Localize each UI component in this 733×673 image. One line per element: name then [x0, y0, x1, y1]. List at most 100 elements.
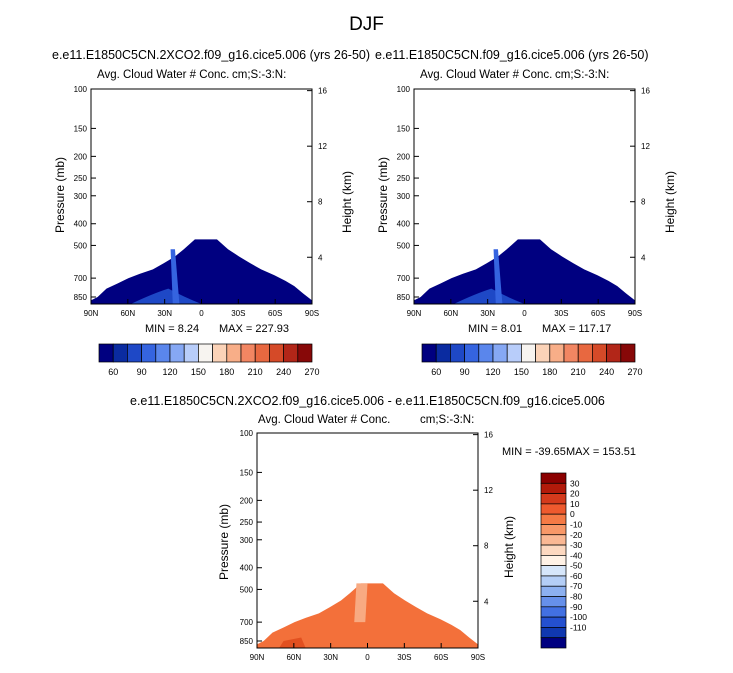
- panel3-colorbar-swatch: [540, 616, 567, 628]
- panel1-colorbar-swatch: [254, 343, 270, 363]
- panel1-field-streak: [170, 249, 180, 304]
- panel1-y2tick-label: 16: [318, 87, 327, 96]
- panel2-units-label: cm;S:-3:N:: [555, 69, 610, 81]
- panel2-field-lowcloud: [453, 288, 525, 304]
- panel3-colorbar-swatch: [540, 524, 567, 536]
- panel1-colorbar-swatch: [112, 343, 128, 363]
- panel1-field-lowcloud: [130, 288, 202, 304]
- panel3-xtick-label: 60N: [286, 653, 301, 662]
- panel1-ytick-label: 300: [74, 192, 88, 201]
- panel1-y2tick-label: 4: [318, 253, 323, 262]
- panel1-field: [91, 239, 312, 304]
- panel3-colorbar-swatch: [540, 493, 567, 505]
- panel1-xtick-label: 90N: [84, 309, 99, 318]
- panel3-colorbar-swatch: [540, 637, 567, 649]
- panel3-colorbar-swatch: [540, 565, 567, 577]
- panel1-case-title: e.e11.E1850C5CN.2XCO2.f09_g16.cice5.006 …: [52, 48, 371, 62]
- panel1-min: MIN = 8.24: [145, 323, 200, 335]
- panel2-y2tick-label: 4: [641, 253, 646, 262]
- panel1-ytick-label: 100: [74, 85, 88, 94]
- panel2-colorbar-swatch: [606, 343, 622, 363]
- panel2-ytick-label: 100: [397, 85, 411, 94]
- panel3-colorbar-label: -80: [570, 592, 583, 602]
- panel3-colorbar-swatch: [540, 555, 567, 566]
- panel2-ytick-label: 150: [397, 124, 411, 133]
- panel1-colorbar-swatch: [198, 343, 213, 363]
- panel2-ytick-label: 700: [397, 274, 411, 283]
- panel3-variable-label: Avg. Cloud Water # Conc.: [258, 414, 391, 426]
- panel1-colorbar-label: 210: [248, 367, 263, 377]
- panel2-xtick-label: 30N: [480, 309, 495, 318]
- panel1-ytick-label: 700: [74, 274, 88, 283]
- panel2-plot: 100 150 200 250 300 400 500 700 850 16 12 8 4 90N 60N 3…: [397, 85, 651, 318]
- panel3-colorbar-label: -30: [570, 540, 583, 550]
- panel2-xtick-label: 0: [522, 309, 527, 318]
- panel3-xtick-label: 90S: [471, 653, 485, 662]
- panel1-ytick-label: 200: [74, 152, 88, 161]
- panel2-colorbar-label: 180: [542, 367, 557, 377]
- panel2-colorbar-swatch: [506, 343, 522, 363]
- panel2-ytick-label: 200: [397, 152, 411, 161]
- panel3-y2tick-label: 16: [484, 431, 493, 440]
- panel3-ytick-label: 500: [240, 585, 254, 594]
- panel1-xtick-label: 90S: [305, 309, 319, 318]
- panel2-y2tick-label: 8: [641, 198, 646, 207]
- panel1-xtick-label: 30N: [157, 309, 172, 318]
- panel2-colorbar-swatch: [620, 343, 636, 363]
- panel3-y2tick-label: 8: [484, 542, 489, 551]
- panel2-max: MAX = 117.17: [542, 323, 612, 335]
- panel3-ytick-label: 850: [240, 637, 254, 646]
- panel2-xtick-label: 60S: [591, 309, 605, 318]
- panel1-variable-label: Avg. Cloud Water # Conc.: [97, 69, 230, 81]
- panel1-ytick-label: 150: [74, 124, 88, 133]
- panel1-ytick-label: 500: [74, 241, 88, 250]
- panel2-colorbar-swatch: [450, 343, 465, 363]
- panel2-colorbar-label: 90: [460, 367, 470, 377]
- panel1-colorbar-swatch: [212, 343, 228, 363]
- panel3-colorbar-label: -50: [570, 561, 583, 571]
- panel1-colorbar-swatch: [283, 343, 299, 363]
- panel1-colorbar-swatch: [98, 343, 114, 363]
- panel2-field-streak: [493, 249, 503, 304]
- panel1-y2tick-label: 8: [318, 198, 323, 207]
- panel1-colorbar-swatch: [269, 343, 284, 363]
- panel3-colorbar-swatch: [540, 585, 567, 597]
- panel2-y2tick-label: 12: [641, 142, 650, 151]
- panel2-case-title: e.e11.E1850C5CN.f09_g16.cice5.006 (yrs 2…: [375, 48, 649, 62]
- panel2-colorbar-swatch: [563, 343, 579, 363]
- panel2-colorbar-swatch: [478, 343, 494, 363]
- panel1-ytick-label: 850: [74, 293, 88, 302]
- panel1-colorbar-swatch: [155, 343, 171, 363]
- panel3-xtick-label: 60S: [434, 653, 448, 662]
- panel1-colorbar-label: 150: [191, 367, 206, 377]
- panel3-colorbar-swatch: [540, 575, 567, 587]
- panel3-colorbar-label: -100: [570, 612, 587, 622]
- panel3-colorbar-label: -60: [570, 571, 583, 581]
- panel1-xtick-label: 0: [199, 309, 204, 318]
- panel1-colorbar-label: 120: [162, 367, 177, 377]
- panel3-colorbar-swatch: [540, 472, 567, 484]
- panel3-colorbar-label: -90: [570, 602, 583, 612]
- panel1-max: MAX = 227.93: [219, 323, 290, 335]
- panel1-colorbar-label: 90: [137, 367, 147, 377]
- panel3-colorbar-label: 20: [570, 489, 580, 499]
- panel1-plot: 100 150 200 250 300 400 500 700 850 16 12 8 4 90N 60N 3…: [74, 85, 328, 318]
- panel2-colorbar-label: 240: [599, 367, 614, 377]
- panel3-xtick-label: 90N: [250, 653, 265, 662]
- panel3-case-title: e.e11.E1850C5CN.2XCO2.f09_g16.cice5.006 …: [130, 394, 605, 408]
- panel3-colorbar-swatch: [540, 596, 567, 608]
- panel2-colorbar-swatch: [521, 343, 536, 363]
- panel3-units-label: cm;S:-3:N:: [420, 414, 475, 426]
- panel1-xtick-label: 60S: [268, 309, 282, 318]
- panel3-colorbar-label: -40: [570, 550, 583, 560]
- panel3-colorbar-swatch: [540, 627, 567, 639]
- panel3-ytick-label: 700: [240, 618, 254, 627]
- panel3-ytick-label: 100: [240, 429, 254, 438]
- panel3-max: MAX = 153.51: [566, 446, 637, 458]
- panel3-plot: 100 150 200 250 300 400 500 700 850 16 12 8 4 90N 60N 3…: [240, 429, 494, 662]
- panel3-ytick-label: 300: [240, 536, 254, 545]
- panel3-colorbar-swatch: [540, 534, 567, 546]
- panel3-y2tick-label: 4: [484, 597, 489, 606]
- panel3-field: [257, 583, 478, 648]
- panel1-colorbar-swatch: [141, 343, 157, 363]
